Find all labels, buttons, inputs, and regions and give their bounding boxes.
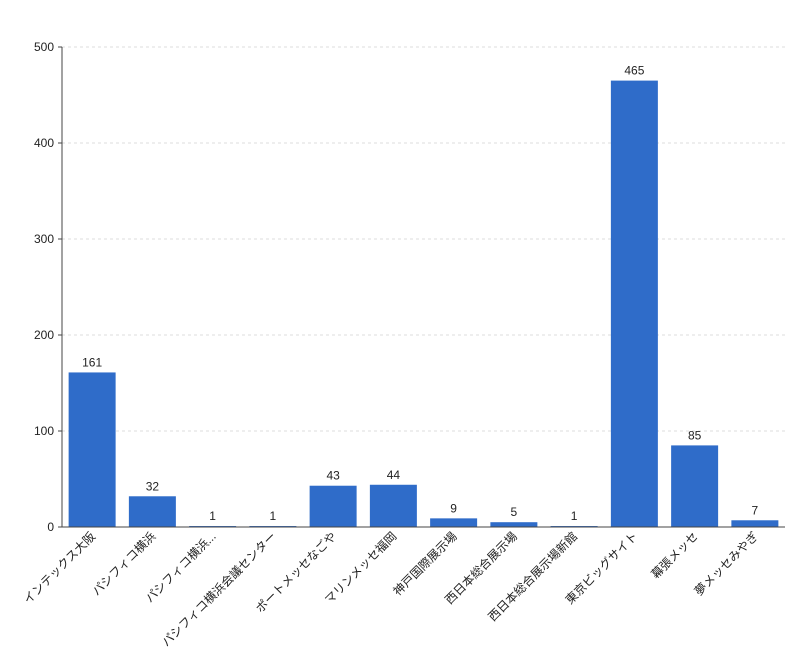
bar [430, 518, 478, 527]
value-label: 1 [571, 509, 578, 523]
x-tick-label: 幕張メッセ [648, 529, 700, 581]
x-tick-label: 神戸国際展示場 [390, 529, 459, 598]
y-tick-label: 400 [34, 136, 54, 150]
x-tick-label: パシフィコ横浜 [89, 529, 158, 598]
bar [128, 496, 176, 527]
bar [309, 485, 357, 527]
x-tick-label: インテックス大阪 [21, 529, 99, 607]
value-label: 161 [82, 355, 102, 369]
y-tick-label: 100 [34, 424, 54, 438]
value-label: 465 [624, 64, 644, 78]
y-tick-label: 300 [34, 232, 54, 246]
bar [731, 520, 779, 527]
value-label: 32 [146, 479, 160, 493]
bar [610, 80, 658, 527]
value-label: 1 [209, 509, 216, 523]
y-tick-label: 500 [34, 40, 54, 54]
y-tick-label: 200 [34, 328, 54, 342]
value-label: 1 [270, 509, 277, 523]
bar [671, 445, 719, 527]
x-tick-label: パシフィコ横浜会議センター [159, 529, 279, 649]
bar [490, 522, 538, 527]
value-label: 44 [387, 468, 401, 482]
bar [68, 372, 116, 527]
value-label: 5 [511, 505, 518, 519]
value-label: 9 [450, 501, 457, 515]
value-label: 43 [326, 469, 340, 483]
y-tick-label: 0 [47, 520, 54, 534]
bar [369, 484, 417, 527]
x-tick-label: 夢メッセみやぎ [692, 529, 761, 598]
value-label: 7 [752, 503, 759, 517]
value-label: 85 [688, 428, 702, 442]
